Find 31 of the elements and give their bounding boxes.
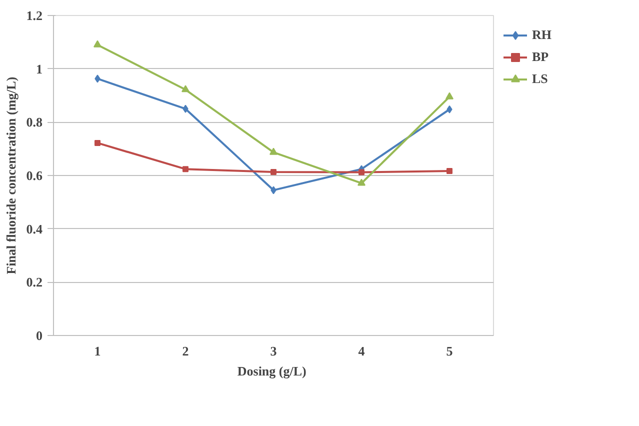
point — [270, 169, 276, 176]
point — [182, 85, 190, 92]
x-tick-label: 4 — [358, 344, 366, 358]
point — [182, 104, 188, 113]
legend-label: BP — [532, 49, 550, 65]
legend-label: RH — [532, 27, 552, 43]
y-tick-label: 1.2 — [26, 8, 42, 23]
point — [446, 105, 452, 114]
point — [182, 166, 188, 172]
point — [358, 169, 364, 176]
y-tick-label: 0.8 — [26, 114, 43, 130]
x-axis-title: Dosing (g/L) — [237, 364, 306, 378]
y-axis-title: Final fluoride concentration (mg/L) — [3, 76, 18, 274]
y-tick-label: 1 — [36, 61, 42, 76]
point — [446, 168, 452, 174]
x-tick-label: 3 — [270, 344, 278, 358]
x-tick-label: 2 — [182, 344, 189, 358]
y-tick-label: 0.6 — [26, 168, 43, 183]
point — [446, 92, 454, 100]
y-tick-label: 0.2 — [26, 274, 42, 290]
point — [270, 148, 278, 155]
legend-label: LS — [532, 71, 549, 87]
point — [94, 140, 100, 146]
y-tick-label: 0 — [36, 328, 42, 343]
x-tick-label: 5 — [446, 344, 454, 358]
point — [94, 40, 102, 48]
y-tick-label: 0.4 — [26, 221, 43, 236]
point — [270, 186, 276, 194]
point — [94, 74, 100, 83]
x-tick-label: 1 — [94, 344, 101, 358]
point — [358, 178, 366, 186]
